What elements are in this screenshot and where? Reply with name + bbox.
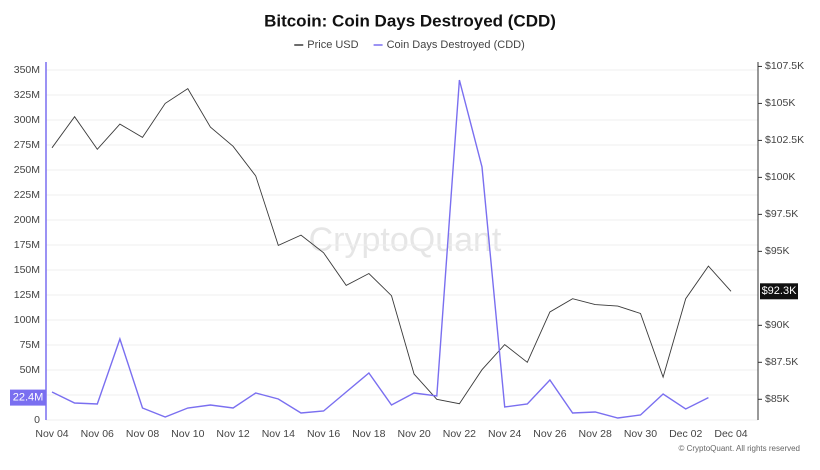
series-line — [51, 79, 709, 419]
series-line — [51, 87, 732, 405]
value-label-box — [760, 283, 798, 300]
x-tick-label: Nov 24 — [488, 428, 521, 440]
y-tick-label: 125M — [14, 289, 40, 301]
y-tick-label: 325M — [14, 89, 40, 101]
source: © CryptoQuant. All rights reserved — [679, 444, 801, 453]
y2-tick-label: $87.5K — [765, 356, 798, 368]
x-tick-label: Nov 14 — [262, 428, 295, 440]
y2-tick-label: $95K — [765, 245, 790, 257]
x-tick-label: Dec 04 — [714, 428, 747, 440]
y2-tick-label: $107.5K — [765, 60, 804, 72]
y2-tick-label: $97.5K — [765, 208, 798, 220]
y-tick-label: 175M — [14, 239, 40, 251]
y-tick-label: 225M — [14, 189, 40, 201]
x-tick-label: Nov 08 — [126, 428, 159, 440]
y-tick-label: 150M — [14, 264, 40, 276]
y2-tick-label: $85K — [765, 393, 790, 405]
x-tick-label: Dec 02 — [669, 428, 702, 440]
legend-label: Coin Days Destroyed (CDD) — [387, 39, 525, 51]
x-tick-label: Nov 22 — [443, 428, 476, 440]
legend-item[interactable]: Price USD — [294, 39, 359, 51]
y-tick-label: 200M — [14, 214, 40, 226]
y-tick-label: 0 — [34, 414, 40, 426]
y-tick-label: 50M — [20, 364, 40, 376]
y2-tick-label: $100K — [765, 171, 795, 183]
x-tick-label: Nov 04 — [35, 428, 68, 440]
y-tick-label: 250M — [14, 164, 40, 176]
y2-tick-label: $90K — [765, 319, 790, 331]
x-tick-label: Nov 12 — [216, 428, 249, 440]
x-tick-label: Nov 30 — [624, 428, 657, 440]
value-label-box — [10, 389, 46, 406]
y2-tick-label: $105K — [765, 97, 795, 109]
y-tick-label: 75M — [20, 339, 40, 351]
x-tick-label: Nov 10 — [171, 428, 204, 440]
y-tick-label: 350M — [14, 64, 40, 76]
legend-label: Price USD — [307, 39, 358, 51]
y2-tick-label: $102.5K — [765, 134, 804, 146]
value-label: $92.3K — [762, 285, 798, 297]
legend-item[interactable]: Coin Days Destroyed (CDD) — [373, 39, 525, 51]
y-tick-label: 300M — [14, 114, 40, 126]
x-tick-label: Nov 28 — [579, 428, 612, 440]
y-tick-label: 100M — [14, 314, 40, 326]
x-tick-label: Nov 20 — [397, 428, 430, 440]
value-label: 22.4M — [13, 392, 44, 404]
x-tick-label: Nov 18 — [352, 428, 385, 440]
chart-title: Bitcoin: Coin Days Destroyed (CDD) — [264, 11, 556, 30]
x-tick-label: Nov 16 — [307, 428, 340, 440]
watermark: CryptoQuant — [309, 221, 502, 259]
x-tick-label: Nov 06 — [81, 428, 114, 440]
y-tick-label: 275M — [14, 139, 40, 151]
x-tick-label: Nov 26 — [533, 428, 566, 440]
